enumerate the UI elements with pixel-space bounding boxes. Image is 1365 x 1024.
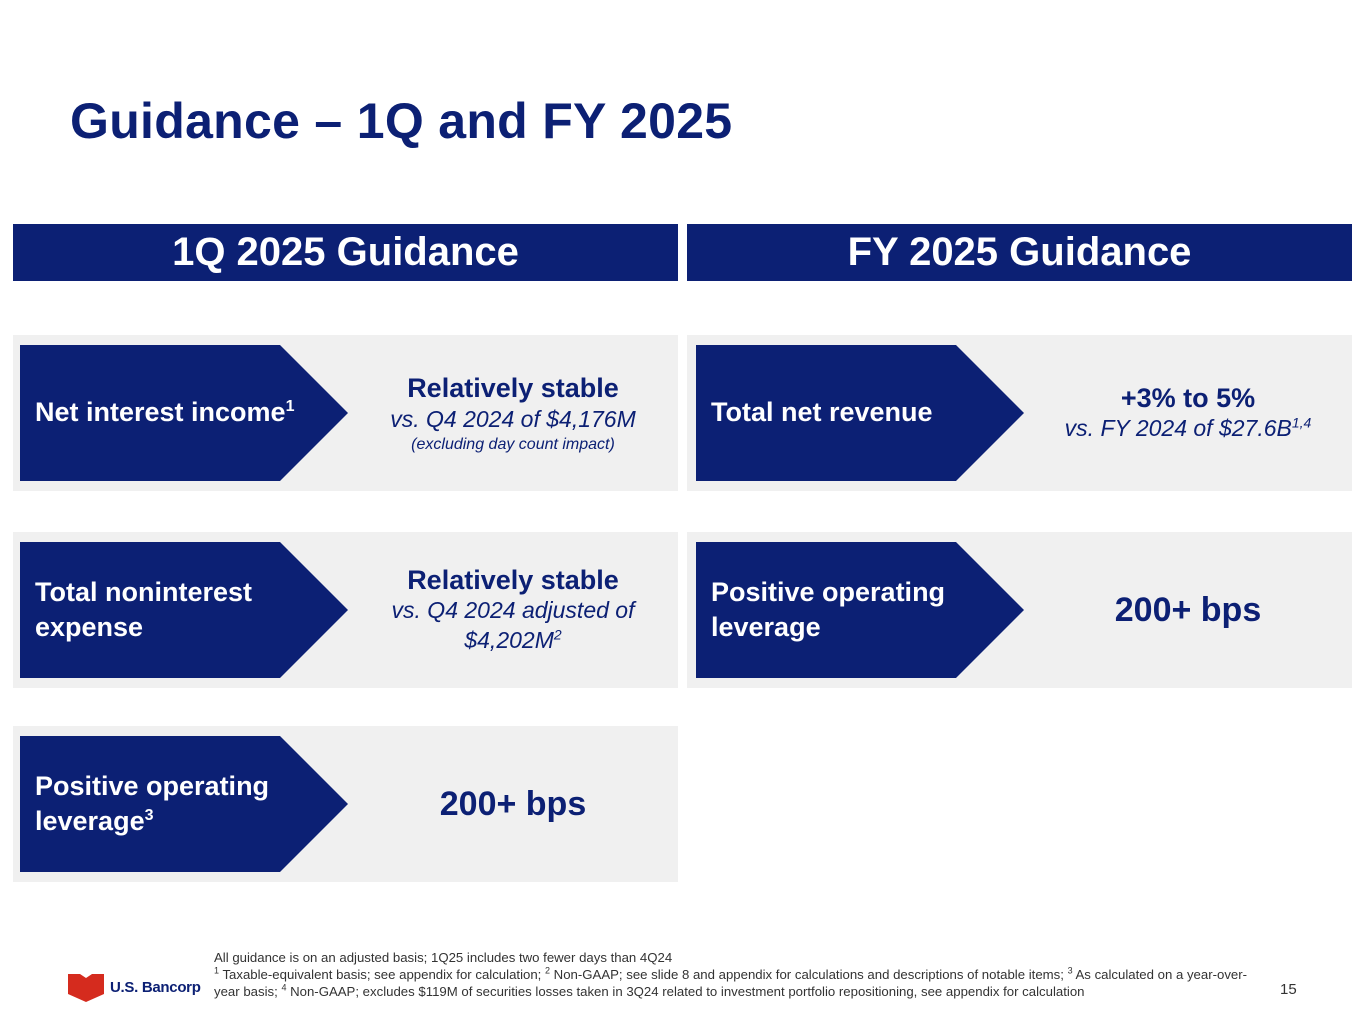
metric-value: 200+ bps xyxy=(348,726,678,882)
guidance-main: 200+ bps xyxy=(439,784,587,823)
guidance-main: 200+ bps xyxy=(1114,590,1262,629)
metric-label: Total noninterest expense xyxy=(35,576,253,642)
footnote-details: 1 Taxable-equivalent basis; see appendix… xyxy=(214,965,1248,1000)
card-positive-operating-leverage-fy: Positive operating leverage 200+ bps xyxy=(687,532,1352,688)
guidance-main: Relatively stable xyxy=(407,373,619,404)
page-title: Guidance – 1Q and FY 2025 xyxy=(70,93,733,149)
metric-label: Positive operating leverage xyxy=(711,576,946,642)
metric-value: Relatively stable vs. Q4 2024 of $4,176M… xyxy=(348,335,678,491)
guidance-comparison: vs. Q4 2024 adjusted of $4,202M2 xyxy=(391,597,635,654)
arrow-label-box: Total net revenue xyxy=(696,345,1024,481)
page-number: 15 xyxy=(1280,981,1297,998)
card-positive-operating-leverage-1q: Positive operating leverage3 200+ bps xyxy=(13,726,678,882)
metric-value: 200+ bps xyxy=(1024,532,1352,688)
guidance-main: +3% to 5% xyxy=(1120,382,1256,413)
metric-label: Positive operating leverage3 xyxy=(35,770,270,836)
us-bancorp-logo: U.S. Bancorp xyxy=(68,972,201,1002)
arrow-label-box: Net interest income1 xyxy=(20,345,348,481)
header-fy-guidance: FY 2025 Guidance xyxy=(687,224,1352,281)
guidance-main: Relatively stable xyxy=(407,564,619,595)
guidance-comparison: vs. Q4 2024 of $4,176M xyxy=(390,405,636,432)
metric-label: Net interest income1 xyxy=(35,397,295,428)
metric-value: +3% to 5% vs. FY 2024 of $27.6B1,4 xyxy=(1024,335,1352,491)
footnote-intro: All guidance is on an adjusted basis; 1Q… xyxy=(214,950,673,965)
arrow-label-box: Positive operating leverage3 xyxy=(20,736,348,872)
shield-logo-icon xyxy=(68,974,104,1002)
guidance-note: (excluding day count impact) xyxy=(411,435,615,453)
guidance-comparison: vs. FY 2024 of $27.6B1,4 xyxy=(1064,414,1312,442)
footnotes: All guidance is on an adjusted basis; 1Q… xyxy=(214,949,1249,1000)
arrow-label-box: Positive operating leverage xyxy=(696,542,1024,678)
card-total-noninterest-expense: Total noninterest expense Relatively sta… xyxy=(13,532,678,688)
metric-value: Relatively stable vs. Q4 2024 adjusted o… xyxy=(348,532,678,688)
header-1q-guidance: 1Q 2025 Guidance xyxy=(13,224,678,281)
metric-label: Total net revenue xyxy=(711,397,933,428)
card-net-interest-income: Net interest income1 Relatively stable v… xyxy=(13,335,678,491)
arrow-label-box: Total noninterest expense xyxy=(20,542,348,678)
card-total-net-revenue: Total net revenue +3% to 5% vs. FY 2024 … xyxy=(687,335,1352,491)
logo-text: U.S. Bancorp xyxy=(110,978,201,996)
